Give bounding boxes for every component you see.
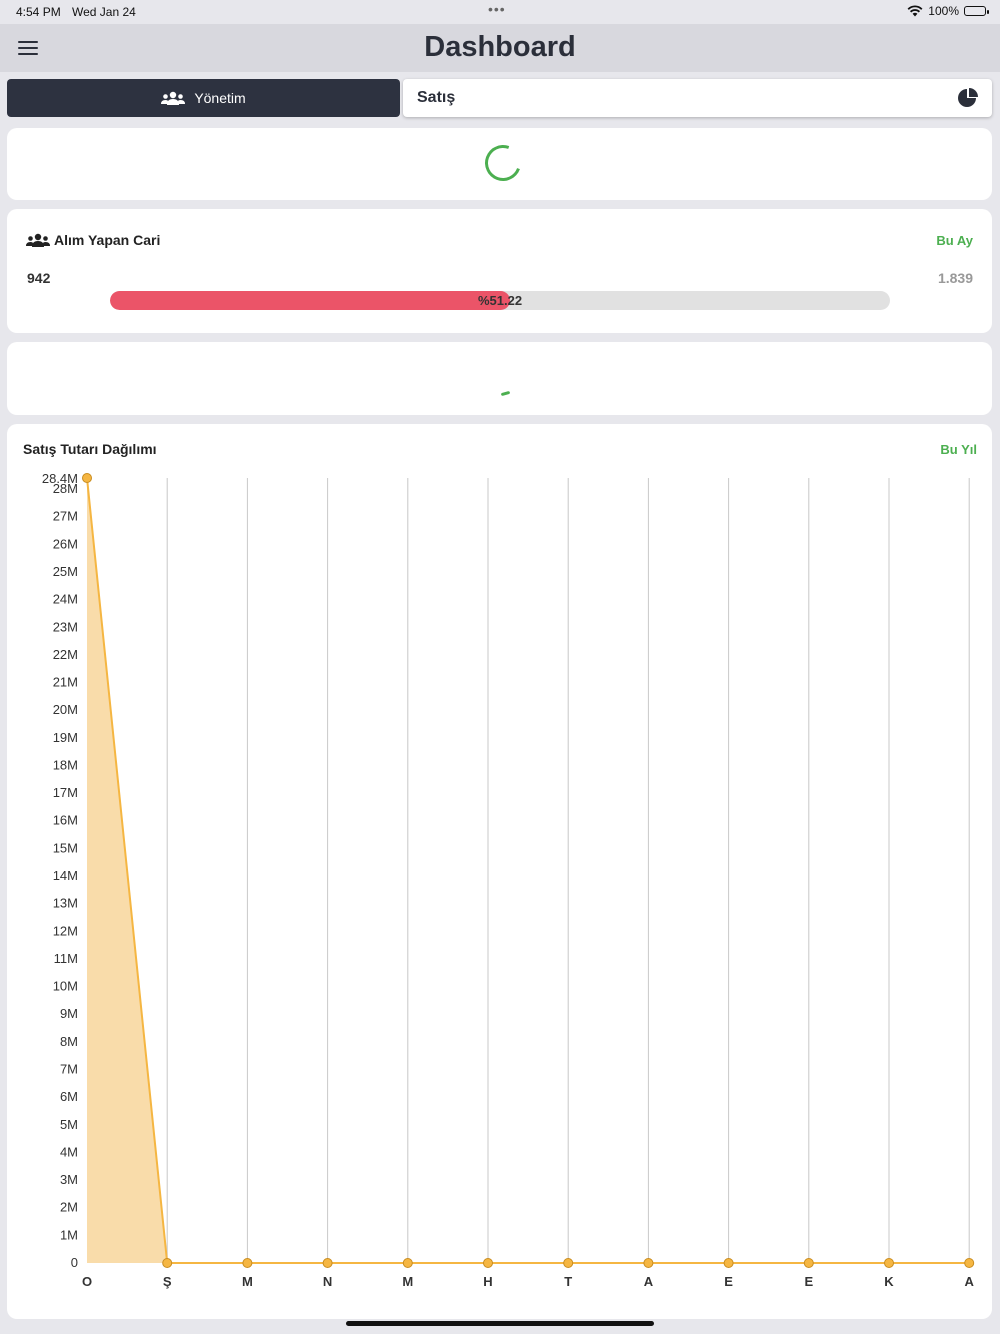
wifi-icon [907, 5, 923, 17]
y-tick-label: 5M [60, 1117, 78, 1132]
y-tick-label: 23M [53, 619, 78, 634]
y-tick-label: 24M [53, 592, 78, 607]
y-tick-label: 22M [53, 647, 78, 662]
status-right: 100% [907, 4, 989, 18]
y-tick-label: 7M [60, 1062, 78, 1077]
multitasking-dots-icon[interactable]: ••• [488, 1, 506, 17]
y-tick-label: 19M [53, 730, 78, 745]
status-bar: 4:54 PM Wed Jan 24 ••• 100% [0, 0, 1000, 24]
y-tick-label: 1M [60, 1227, 78, 1242]
x-tick-label: Ş [163, 1274, 172, 1289]
data-point[interactable] [82, 473, 92, 483]
y-tick-label: 3M [60, 1172, 78, 1187]
users-icon [161, 91, 186, 105]
y-tick-label: 20M [53, 702, 78, 717]
loading-indicator [500, 390, 511, 397]
loading-spinner [479, 139, 527, 187]
users-icon [26, 233, 50, 247]
x-tick-label: E [724, 1274, 733, 1289]
data-point[interactable] [483, 1258, 493, 1268]
y-tick-label: 14M [53, 868, 78, 883]
y-tick-label: 6M [60, 1089, 78, 1104]
series-area [87, 478, 970, 1263]
tab-management[interactable]: Yönetim [7, 79, 400, 117]
x-tick-label: T [564, 1274, 572, 1289]
buyers-value: 942 [27, 270, 51, 286]
y-tick-label: 8M [60, 1034, 78, 1049]
x-tick-label: A [644, 1274, 654, 1289]
y-tick-label: 10M [53, 979, 78, 994]
series-line [86, 477, 970, 1264]
page-title: Dashboard [424, 31, 576, 63]
x-tick-label: M [242, 1274, 253, 1289]
buyers-target: 1.839 [937, 270, 973, 286]
home-indicator [346, 1321, 654, 1326]
y-tick-label: 28M [53, 481, 78, 496]
battery-percent: 100% [928, 4, 959, 18]
loading-card [7, 128, 992, 200]
battery-icon [964, 6, 989, 16]
sales-area-chart: 0 1M 2M 3M 4M 5M 6M 7M 8M 9M 10M 11M 12M 13M 14M 15M 16M… [42, 471, 975, 1289]
data-point[interactable] [723, 1258, 734, 1268]
data-point[interactable] [643, 1258, 654, 1268]
x-tick-label: N [323, 1274, 332, 1289]
tab-management-label: Yönetim [194, 90, 246, 106]
data-point[interactable] [964, 1258, 975, 1268]
y-tick-label: 9M [60, 1006, 78, 1021]
y-tick-label: 21M [53, 675, 78, 690]
data-point[interactable] [242, 1258, 253, 1268]
y-tick-label: 0 [71, 1255, 78, 1270]
pie-chart-icon[interactable] [958, 88, 978, 108]
y-max-label: 28.4M [42, 471, 78, 486]
x-tick-label: H [483, 1274, 492, 1289]
x-tick-label: E [804, 1274, 813, 1289]
data-point[interactable] [563, 1258, 574, 1268]
buyers-period-button[interactable]: Bu Ay [936, 233, 973, 248]
sales-selector[interactable]: Satış [403, 79, 992, 117]
nav-bar: Dashboard [0, 24, 1000, 72]
data-point[interactable] [162, 1258, 173, 1268]
chart-period-button[interactable]: Bu Yıl [940, 442, 977, 457]
y-tick-label: 17M [53, 785, 78, 800]
data-point[interactable] [402, 1258, 413, 1268]
x-tick-label: M [402, 1274, 413, 1289]
y-tick-label: 15M [53, 840, 78, 855]
hamburger-icon[interactable] [18, 41, 38, 59]
y-tick-label: 13M [53, 896, 78, 911]
status-time: 4:54 PM [16, 5, 61, 19]
y-tick-label: 16M [53, 813, 78, 828]
y-tick-label: 18M [53, 757, 78, 772]
y-tick-label: 4M [60, 1144, 78, 1159]
data-point[interactable] [803, 1258, 814, 1268]
buyers-progress-bar: %51.22 [110, 291, 890, 310]
loading-card-secondary [7, 342, 992, 415]
buyers-card: Alım Yapan Cari Bu Ay 942 1.839 %51.22 [7, 209, 992, 333]
sales-selector-label: Satış [417, 89, 456, 106]
x-tick-label: O [82, 1274, 92, 1289]
y-tick-label: 11M [54, 951, 78, 966]
y-tick-label: 25M [53, 564, 78, 579]
x-tick-label: K [884, 1274, 894, 1289]
x-tick-label: A [965, 1274, 975, 1289]
buyers-progress-percent: %51.22 [477, 293, 523, 308]
data-point[interactable] [322, 1258, 333, 1268]
buyers-card-title: Alım Yapan Cari [54, 232, 161, 248]
status-date: Wed Jan 24 [72, 5, 136, 19]
data-point[interactable] [884, 1258, 894, 1268]
sales-distribution-card: Satış Tutarı Dağılımı Bu Yıl 0 1M 2M 3M 4M 5M… [7, 424, 992, 1319]
buyers-progress-fill [110, 291, 510, 310]
chart-title: Satış Tutarı Dağılımı [23, 441, 157, 457]
y-tick-label: 12M [53, 923, 78, 938]
y-tick-label: 2M [60, 1200, 78, 1215]
y-tick-label: 27M [53, 509, 78, 524]
y-tick-label: 26M [53, 536, 78, 551]
buyers-card-header: Alım Yapan Cari [26, 232, 160, 248]
